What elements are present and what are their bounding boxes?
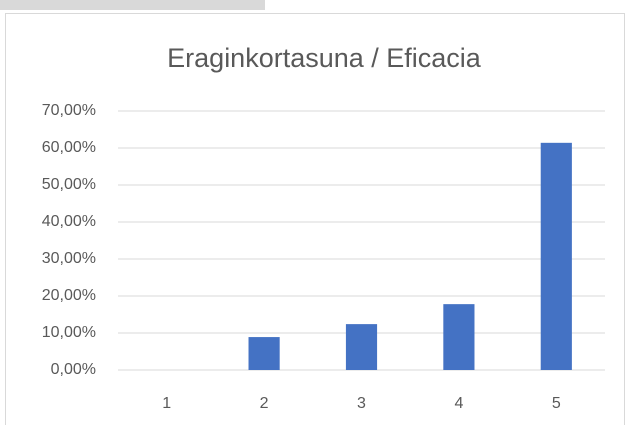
y-tick-label: 30,00%	[42, 250, 96, 267]
y-tick-label: 70,00%	[42, 102, 96, 119]
bar	[540, 142, 572, 370]
x-tick-label: 2	[260, 395, 269, 412]
chart-border	[5, 13, 625, 425]
chart-title: Eraginkortasuna / Eficacia	[167, 43, 482, 73]
y-tick-label: 40,00%	[42, 213, 96, 230]
bar	[248, 337, 280, 370]
y-tick-label: 20,00%	[42, 287, 96, 304]
bar	[443, 304, 475, 370]
x-tick-label: 5	[552, 395, 561, 412]
y-tick-label: 0,00%	[51, 361, 96, 378]
window-strip	[0, 0, 265, 10]
bar	[345, 324, 378, 370]
x-tick-label: 3	[357, 395, 366, 412]
y-tick-label: 50,00%	[42, 176, 96, 193]
x-tick-label: 1	[162, 395, 171, 412]
x-tick-label: 4	[454, 395, 463, 412]
y-tick-label: 60,00%	[42, 139, 96, 156]
y-tick-label: 10,00%	[42, 324, 96, 341]
